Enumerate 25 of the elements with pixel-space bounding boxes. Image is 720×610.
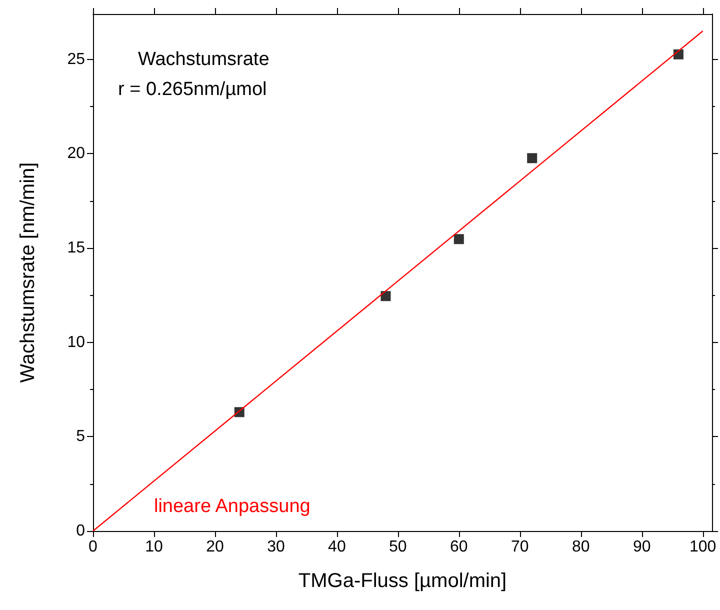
x-tick-label: 0	[88, 538, 98, 556]
x-tick-label: 60	[450, 538, 468, 556]
y-tick-label: 5	[76, 428, 86, 446]
y-tick-label: 15	[67, 239, 86, 256]
point	[454, 234, 464, 244]
series-label: lineare Anpassung	[154, 496, 310, 517]
x-tick-label: 70	[511, 538, 529, 556]
x-axis-title: TMGa-Fluss [µmol/min]	[298, 570, 507, 592]
y-tick-label: 0	[76, 522, 86, 540]
x-tick-label: 30	[267, 538, 285, 556]
x-tick-label: 20	[206, 538, 224, 556]
point	[527, 153, 538, 164]
point	[380, 291, 391, 302]
y-tick-label: 10	[67, 334, 86, 351]
x-tick-label: 100	[690, 538, 716, 556]
annotation: r = 0.265nm/µmol	[118, 79, 267, 100]
x-tick-label: 10	[145, 538, 163, 556]
x-tick-label: 40	[328, 538, 346, 556]
x-tick-label: 80	[572, 538, 590, 556]
y-axis-title: Wachstumsrate [nm/min]	[17, 162, 39, 383]
x-tick-label: 90	[632, 538, 651, 556]
x-tick-label: 50	[389, 538, 407, 556]
y-tick-label: 20	[67, 145, 86, 162]
annotation: Wachstumsrate	[138, 49, 270, 70]
y-tick-label: 25	[67, 50, 86, 68]
